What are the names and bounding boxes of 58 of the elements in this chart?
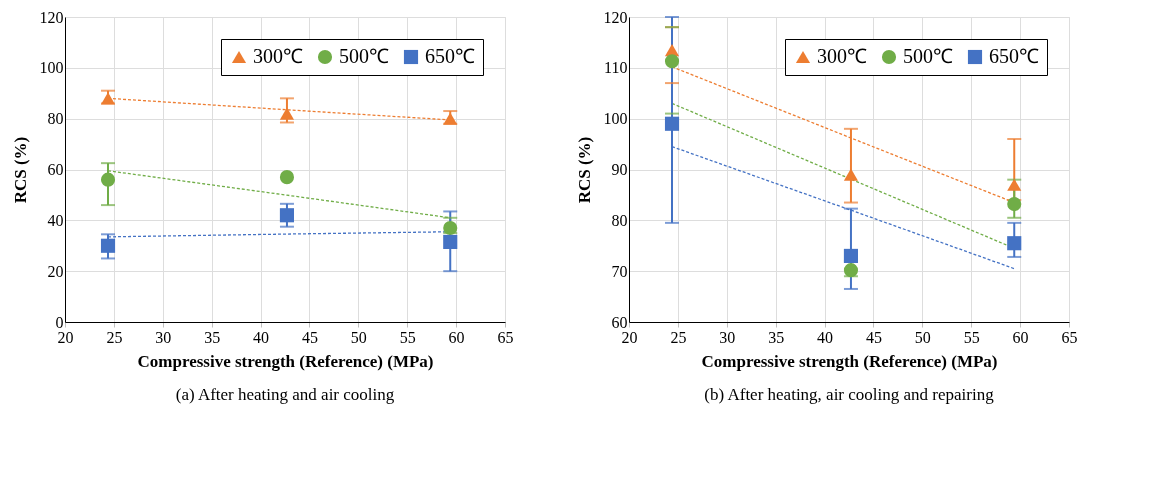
point [664,54,680,69]
x-tick-label: 40 [253,328,270,346]
y-tick-label: 70 [611,262,628,280]
point [279,170,295,185]
y-tick-label: 0 [55,313,64,331]
point [443,220,458,236]
point [279,107,295,120]
y-tick-label: 40 [47,211,64,229]
y-tick-label: 60 [611,313,628,331]
y-tick-label: 110 [604,59,628,77]
x-axis-title: Compressive strength (Reference) (MPa) [137,351,434,371]
y-tick-label: 90 [611,161,628,178]
y-tick-label: 100 [39,59,64,77]
point [279,208,295,223]
point [100,238,116,253]
point [1007,236,1022,251]
y-tick-label: 120 [39,8,64,26]
y-tick-label: 60 [47,161,64,178]
x-tick-label: 25 [106,328,123,346]
point [1007,197,1022,212]
x-tick-label: 30 [155,328,172,346]
text: (b) After heating, air cooling and repairing [704,385,995,404]
legend-label: 300℃ [817,45,867,67]
point [443,234,458,250]
x-tick-label: 60 [448,328,465,346]
y-axis-title: RCS (%) [574,136,594,204]
legend-label: 650℃ [425,45,475,67]
x-tick-label: 65 [497,328,514,346]
point [843,248,859,263]
y-tick-label: 100 [603,110,628,128]
x-tick-label: 30 [719,328,736,346]
point [664,116,680,131]
x-tick-label: 60 [1012,328,1029,346]
y-tick-label: 120 [603,8,628,26]
x-tick-label: 45 [865,328,882,346]
legend-label: 500℃ [339,45,389,67]
x-tick-label: 55 [963,328,980,346]
x-tick-label: 55 [399,328,416,346]
y-tick-label: 80 [611,211,628,229]
text: (a) After heating and air cooling [175,385,395,404]
x-tick-label: 50 [350,328,367,346]
point [1007,178,1022,191]
x-tick-label: 25 [670,328,687,346]
x-tick-label: 50 [914,328,931,346]
x-tick-label: 40 [817,328,834,346]
x-tick-label: 35 [768,328,785,346]
y-tick-label: 80 [47,110,64,128]
legend-label: 300℃ [253,45,303,67]
y-tick-label: 20 [47,262,64,280]
x-tick-label: 65 [1061,328,1078,346]
x-tick-label: 35 [204,328,221,346]
y-axis-title: RCS (%) [10,136,30,204]
point [843,168,859,181]
point [100,172,116,187]
x-tick-label: 45 [301,328,318,346]
legend-label: 650℃ [989,45,1039,67]
legend-label: 500℃ [903,45,953,67]
x-axis-title: Compressive strength (Reference) (MPa) [701,351,998,371]
